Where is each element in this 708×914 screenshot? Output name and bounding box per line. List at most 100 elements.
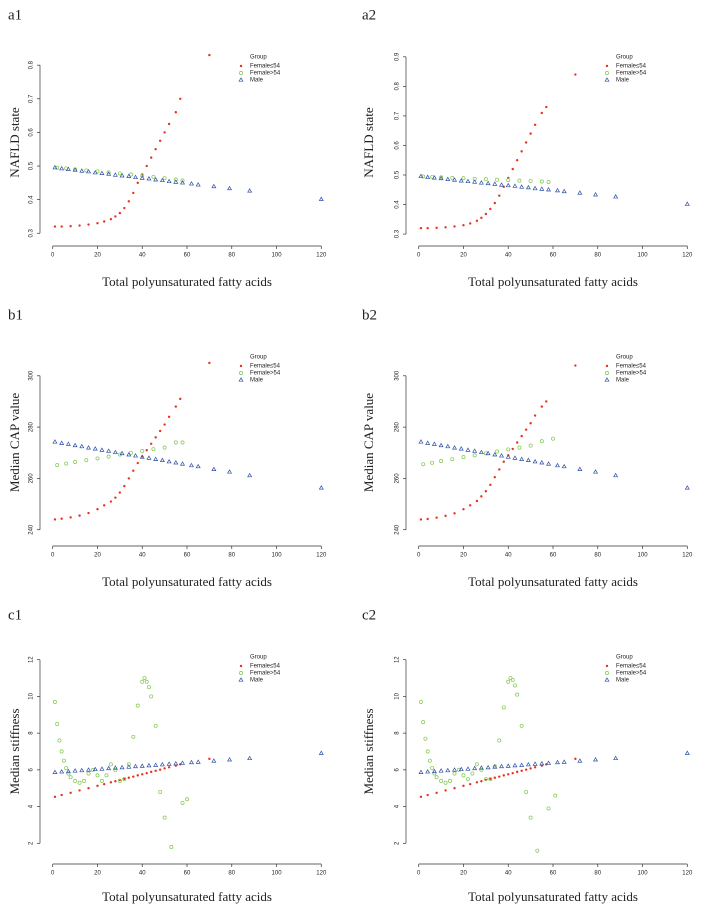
point [158, 139, 162, 143]
point [112, 172, 118, 177]
legend-marker [605, 371, 609, 375]
point [540, 111, 544, 115]
x-axis-label: Total polyunsaturated fatty acids [102, 889, 272, 904]
point [519, 456, 525, 461]
point [468, 222, 472, 225]
point [445, 767, 451, 773]
point [114, 215, 117, 218]
x-tick-label: 20 [460, 871, 467, 877]
point [144, 679, 149, 684]
point [163, 131, 166, 134]
legend-label: Male [616, 378, 630, 384]
y-axis-label: Median stiffness [361, 708, 376, 794]
point [106, 170, 111, 175]
point [492, 452, 498, 457]
legend-marker [239, 671, 243, 675]
legend-label: Female>54 [616, 671, 647, 677]
point [132, 191, 135, 195]
point [167, 415, 171, 419]
point [546, 760, 552, 765]
point [99, 766, 105, 771]
point [153, 456, 159, 461]
point [546, 806, 551, 811]
point [118, 211, 122, 215]
y-axis-label: NAFLD state [7, 107, 22, 178]
point [435, 226, 438, 230]
point [593, 191, 599, 197]
point [528, 815, 533, 820]
point [484, 212, 488, 216]
point [166, 458, 172, 464]
point [86, 445, 92, 450]
point [439, 459, 444, 463]
legend-marker [239, 64, 243, 68]
legend-label: Female≤54 [250, 64, 281, 70]
y-tick-label: 260 [395, 473, 401, 484]
point [145, 448, 148, 452]
point [247, 755, 253, 761]
point [512, 183, 518, 188]
legend-marker [604, 77, 610, 82]
point [86, 168, 92, 174]
point [173, 177, 178, 182]
point [475, 219, 479, 222]
point [60, 225, 63, 228]
x-tick-label: 100 [272, 253, 283, 259]
y-tick-label: 280 [29, 421, 35, 432]
point [195, 759, 201, 764]
point [117, 778, 122, 783]
point [173, 761, 179, 766]
point [461, 455, 466, 460]
y-tick-label: 0.5 [29, 161, 35, 170]
point [499, 763, 505, 769]
legend-label: Male [616, 678, 630, 684]
point [92, 169, 98, 175]
point [528, 178, 533, 183]
x-tick-label: 0 [51, 253, 55, 259]
point [431, 441, 437, 446]
point [84, 458, 89, 463]
point [554, 187, 560, 193]
x-tick-label: 20 [94, 253, 101, 259]
legend-marker [605, 364, 609, 368]
point [123, 777, 126, 781]
point [73, 460, 78, 464]
point [529, 422, 532, 425]
x-tick-label: 120 [316, 253, 327, 259]
point [53, 518, 57, 521]
point [532, 761, 538, 766]
point [554, 759, 560, 765]
point [195, 463, 201, 469]
point [173, 440, 178, 445]
point [106, 765, 112, 771]
point [52, 439, 58, 444]
point [528, 443, 533, 448]
point [92, 766, 98, 772]
point [154, 148, 157, 151]
point [419, 226, 423, 230]
x-tick-label: 40 [505, 553, 512, 559]
point [493, 475, 497, 479]
y-tick-label: 10 [29, 692, 35, 699]
point [179, 397, 182, 401]
y-tick-label: 0.3 [29, 228, 35, 237]
point [574, 364, 577, 367]
y-tick-label: 0.8 [29, 60, 35, 69]
point [452, 445, 458, 450]
point [553, 793, 558, 798]
point [423, 736, 428, 741]
point [129, 172, 133, 177]
point [117, 171, 122, 176]
panel-label: c2 [362, 607, 376, 623]
y-tick-label: 6 [395, 768, 401, 772]
point [524, 141, 528, 144]
y-tick-label: 8 [395, 731, 401, 735]
point [136, 461, 139, 465]
x-tick-label: 80 [228, 253, 235, 259]
point [91, 767, 95, 772]
point [185, 797, 189, 802]
legend-title: Group [616, 55, 633, 61]
point [545, 400, 548, 403]
x-tick-label: 120 [316, 871, 327, 877]
point [106, 448, 112, 453]
